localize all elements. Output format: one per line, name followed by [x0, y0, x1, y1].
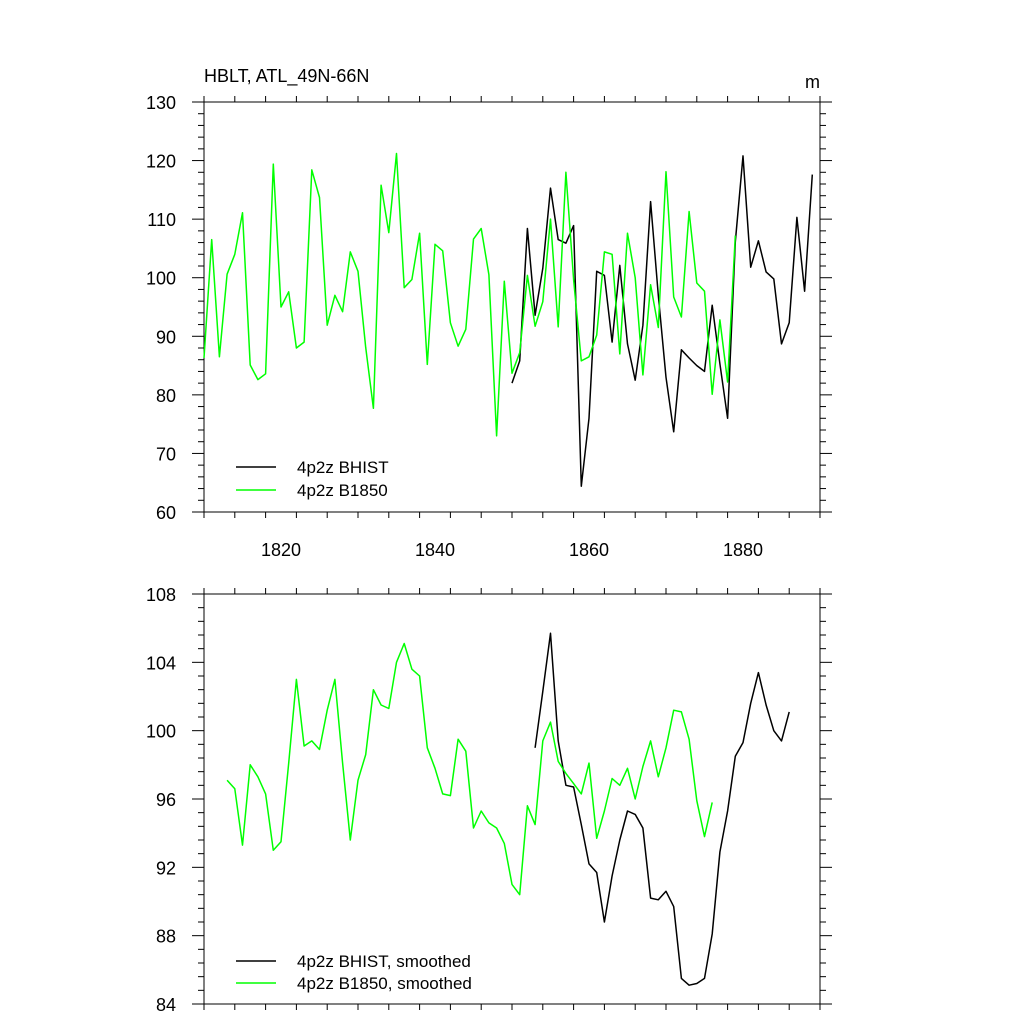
- units-label: m: [805, 72, 820, 92]
- x-tick-label: 1840: [415, 540, 455, 560]
- y-tick-label: 110: [147, 210, 176, 230]
- series-line-b1850: [226, 642, 713, 896]
- legend-label: 4p2z B1850: [297, 481, 388, 500]
- x-tick-label: 1880: [723, 540, 763, 560]
- legend-label: 4p2z BHIST, smoothed: [297, 952, 471, 971]
- y-tick-label: 88: [156, 927, 176, 947]
- y-tick-label: 96: [156, 790, 176, 810]
- x-tick-label: 1860: [569, 540, 609, 560]
- chart-panel-1: 1820 1840 1860 1880 60 70 80 90 100 110 120 130 HBLT…: [146, 66, 832, 560]
- y-tick-label: 100: [146, 722, 176, 742]
- chart-title: HBLT, ATL_49N-66N: [204, 66, 369, 87]
- y-tick-label: 120: [146, 152, 176, 172]
- legend-label: 4p2z BHIST: [297, 458, 389, 477]
- chart-panel-2: 84 88 92 96 100 104 108 4p2z BHIST, smoothed 4p2…: [146, 585, 832, 1015]
- y-tick-label: 90: [156, 327, 176, 347]
- y-tick-label: 100: [146, 269, 176, 289]
- y-tick-label: 60: [156, 503, 176, 523]
- y-tick-label: 70: [156, 444, 176, 464]
- y-tick-label: 92: [156, 858, 176, 878]
- series-line-bhist: [534, 632, 790, 986]
- y-tick-label: 130: [146, 93, 176, 113]
- series-line-b1850: [203, 152, 737, 437]
- y-tick-label: 104: [146, 653, 176, 673]
- x-tick-label: 1820: [261, 540, 301, 560]
- legend-label: 4p2z B1850, smoothed: [297, 974, 472, 993]
- y-tick-label: 80: [156, 386, 176, 406]
- y-tick-label: 108: [146, 585, 176, 605]
- y-tick-label: 84: [156, 995, 176, 1015]
